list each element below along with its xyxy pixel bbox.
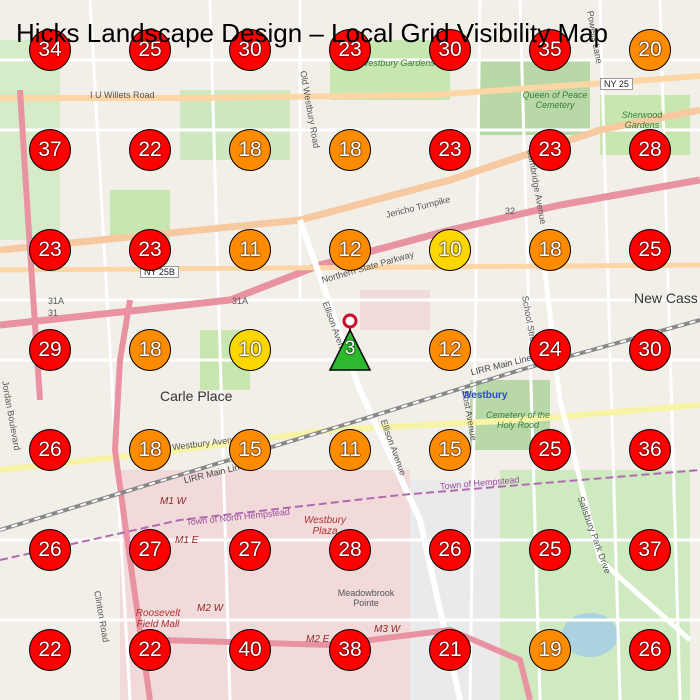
road-label-willets: I U Willets Road [90,90,155,100]
site-marker[interactable] [328,312,372,372]
grid-rank-marker[interactable]: 23 [29,229,71,271]
grid-rank-marker[interactable]: 30 [429,29,471,71]
station-label: Westbury [462,390,508,401]
hwy-label-m1w: M1 W [160,496,187,507]
grid-rank-marker[interactable]: 10 [229,329,271,371]
hwy-label-m1e: M1 E [175,535,199,546]
shield-32: 32 [505,206,516,216]
hwy-label-m2e: M2 E [306,634,330,645]
grid-rank-marker[interactable]: 12 [329,229,371,271]
grid-rank-marker[interactable]: 25 [129,29,171,71]
hwy-label-m3w: M3 W [374,624,401,635]
grid-rank-marker[interactable]: 18 [129,429,171,471]
grid-rank-marker[interactable]: 26 [429,529,471,571]
grid-rank-marker[interactable]: 38 [329,629,371,671]
grid-rank-marker[interactable]: 28 [629,129,671,171]
water-pond [562,613,618,657]
grid-rank-marker[interactable]: 26 [629,629,671,671]
shield-31a-west: 31A [48,296,65,306]
grid-rank-marker[interactable]: 25 [529,429,571,471]
town-boundary [0,469,700,561]
grid-rank-marker[interactable]: 25 [529,529,571,571]
grid-rank-marker[interactable]: 36 [629,429,671,471]
grid-rank-marker[interactable]: 25 [629,229,671,271]
grid-rank-marker[interactable]: 23 [529,129,571,171]
poi-label-meadowbrook: Meadowbrook Pointe [337,588,395,608]
grid-rank-marker[interactable]: 18 [329,129,371,171]
place-label-new-cassel: New Cass [634,290,698,306]
grid-rank-marker[interactable]: 24 [529,329,571,371]
green-label-queen-of-peace: Queen of Peace Cemetery [522,90,588,110]
grid-rank-marker[interactable]: 23 [129,229,171,271]
grid-rank-marker[interactable]: 18 [529,229,571,271]
rail-line [0,318,700,532]
grid-rank-marker[interactable]: 23 [429,129,471,171]
grid-rank-marker[interactable]: 12 [429,329,471,371]
shield-31: 31 [48,308,59,318]
place-label-carle-place: Carle Place [160,388,233,404]
poi-label-roosevelt-field: Roosevelt Field Mall [135,608,181,630]
grid-rank-marker[interactable]: 30 [629,329,671,371]
grid-rank-marker[interactable]: 26 [29,529,71,571]
map-title: Hicks Landscape Design – Local Grid Visi… [16,18,609,48]
green-area [480,60,590,135]
grid-rank-marker[interactable]: 35 [529,29,571,71]
grid-rank-marker[interactable]: 15 [229,429,271,471]
grid-rank-marker[interactable]: 30 [229,29,271,71]
grid-rank-marker[interactable]: 27 [129,529,171,571]
grid-rank-marker[interactable]: 22 [29,629,71,671]
grid-rank-marker[interactable]: 19 [529,629,571,671]
grid-rank-marker[interactable]: 11 [329,429,371,471]
grid-rank-marker[interactable]: 37 [29,129,71,171]
shield-ny25: NY 25 [600,78,633,90]
grid-rank-marker[interactable]: 28 [329,529,371,571]
commercial-area [360,290,430,330]
grid-rank-marker[interactable]: 11 [229,229,271,271]
grid-rank-marker[interactable]: 10 [429,229,471,271]
shield-31a: 31A [232,296,249,306]
hwy-label-m2w: M2 W [197,603,224,614]
grid-rank-marker[interactable]: 37 [629,529,671,571]
grid-rank-marker[interactable]: 29 [29,329,71,371]
grid-rank-marker[interactable]: 18 [229,129,271,171]
site-rank-label: 3 [344,338,356,359]
green-label-westbury-gardens: Westbury Gardens [360,58,435,68]
grid-rank-marker[interactable]: 40 [229,629,271,671]
grid-rank-marker[interactable]: 23 [329,29,371,71]
grid-rank-marker[interactable]: 27 [229,529,271,571]
grid-rank-marker[interactable]: 26 [29,429,71,471]
grid-rank-marker[interactable]: 22 [129,129,171,171]
grid-rank-marker[interactable]: 21 [429,629,471,671]
major-roads [0,73,700,700]
green-label-sherwood: Sherwood Gardens [621,110,663,130]
grid-rank-marker[interactable]: 18 [129,329,171,371]
location-pin-icon [342,313,358,329]
poi-label-westbury-plaza: Westbury Plaza [303,515,347,537]
grid-rank-marker[interactable]: 20 [629,29,671,71]
grid-rank-marker[interactable]: 22 [129,629,171,671]
green-label-holy-rood: Cemetery of the Holy Rood [485,410,551,430]
triangle-pin-icon [328,328,372,371]
grid-rank-marker[interactable]: 15 [429,429,471,471]
grid-rank-marker[interactable]: 34 [29,29,71,71]
